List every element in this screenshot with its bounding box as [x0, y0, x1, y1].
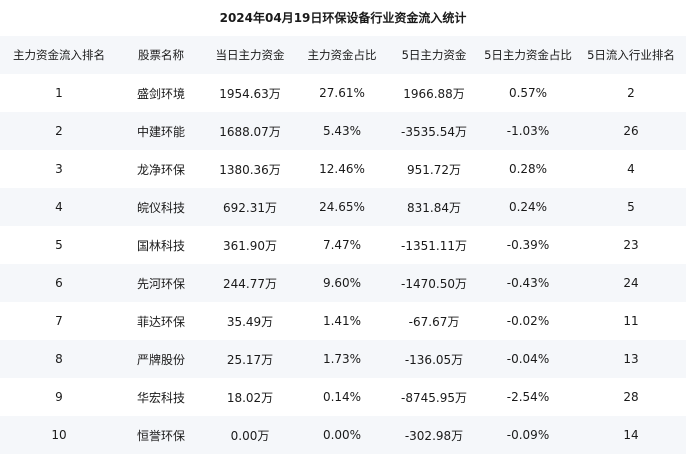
cell-5day-industry-rank: 4 [627, 162, 635, 176]
cell-rank: 8 [55, 352, 63, 366]
cell-5day-industry-rank: 11 [623, 314, 639, 328]
table-row: 9 华宏科技 18.02万 0.14% -8745.95万 -2.54% 28 [0, 378, 686, 416]
cell-5day-industry-rank: 24 [623, 276, 639, 290]
table-row: 5 国林科技 361.90万 7.47% -1351.11万 -0.39% 23 [0, 226, 686, 264]
cell-rank: 9 [55, 390, 63, 404]
column-header-5day-industry-rank: 5日流入行业排名 [587, 48, 675, 62]
cell-main-funds-ratio: 1.41% [322, 314, 362, 328]
cell-stock-name: 菲达环保 [136, 314, 185, 329]
cell-5day-industry-rank: 13 [623, 352, 639, 366]
column-header-main-funds-ratio: 主力资金占比 [307, 48, 377, 62]
cell-main-funds-ratio: 0.14% [322, 390, 362, 404]
cell-rank: 2 [55, 124, 63, 138]
cell-main-funds-ratio: 1.73% [322, 352, 362, 366]
table-row: 4 皖仪科技 692.31万 24.65% 831.84万 0.24% 5 [0, 188, 686, 226]
column-header-rank: 主力资金流入排名 [13, 48, 105, 62]
table-row: 1 盛剑环境 1954.63万 27.61% 1966.88万 0.57% 2 [0, 74, 686, 112]
cell-stock-name: 严牌股份 [136, 352, 185, 367]
cell-5day-industry-rank: 28 [623, 390, 639, 404]
cell-5day-main-funds: -136.05万 [404, 352, 464, 367]
table-header-row: 主力资金流入排名 股票名称 当日主力资金 主力资金占比 5日主力资金 5日主力资… [0, 36, 686, 74]
cell-daily-main-funds: 692.31万 [223, 200, 277, 215]
cell-rank: 4 [55, 200, 63, 214]
cell-daily-main-funds: 1380.36万 [219, 162, 281, 177]
cell-5day-industry-rank: 23 [623, 238, 639, 252]
cell-5day-industry-rank: 2 [627, 86, 635, 100]
cell-main-funds-ratio: 12.46% [319, 162, 365, 176]
cell-stock-name: 皖仪科技 [136, 200, 185, 215]
cell-5day-main-funds-ratio: 0.24% [508, 200, 548, 214]
cell-main-funds-ratio: 24.65% [319, 200, 365, 214]
column-header-5day-main-funds: 5日主力资金 [401, 48, 467, 62]
cell-5day-main-funds: -302.98万 [404, 428, 464, 443]
column-header-5day-main-funds-ratio: 5日主力资金占比 [484, 48, 572, 62]
cell-daily-main-funds: 1688.07万 [219, 124, 281, 139]
cell-stock-name: 国林科技 [136, 238, 185, 253]
cell-5day-main-funds: -3535.54万 [401, 124, 467, 139]
cell-stock-name: 华宏科技 [136, 390, 185, 405]
cell-5day-main-funds: -8745.95万 [401, 390, 467, 405]
cell-rank: 5 [55, 238, 63, 252]
cell-daily-main-funds: 0.00万 [230, 428, 270, 443]
cell-daily-main-funds: 35.49万 [226, 314, 274, 329]
cell-5day-main-funds-ratio: -0.39% [506, 238, 550, 252]
cell-stock-name: 龙净环保 [136, 162, 185, 177]
table-row: 7 菲达环保 35.49万 1.41% -67.67万 -0.02% 11 [0, 302, 686, 340]
page-title: 2024年04月19日环保设备行业资金流入统计 [219, 11, 467, 25]
cell-main-funds-ratio: 27.61% [319, 86, 365, 100]
cell-5day-main-funds-ratio: 0.28% [508, 162, 548, 176]
cell-daily-main-funds: 1954.63万 [219, 86, 281, 101]
cell-5day-main-funds-ratio: -0.04% [506, 352, 550, 366]
table-row: 8 严牌股份 25.17万 1.73% -136.05万 -0.04% 13 [0, 340, 686, 378]
cell-main-funds-ratio: 7.47% [322, 238, 362, 252]
cell-5day-main-funds: -1470.50万 [401, 276, 467, 291]
table-row: 6 先河环保 244.77万 9.60% -1470.50万 -0.43% 24 [0, 264, 686, 302]
cell-5day-main-funds: 831.84万 [407, 200, 461, 215]
cell-rank: 6 [55, 276, 63, 290]
cell-rank: 3 [55, 162, 63, 176]
table-row: 3 龙净环保 1380.36万 12.46% 951.72万 0.28% 4 [0, 150, 686, 188]
cell-rank: 1 [55, 86, 63, 100]
cell-5day-main-funds-ratio: 0.57% [508, 86, 548, 100]
cell-stock-name: 先河环保 [136, 276, 185, 291]
cell-daily-main-funds: 25.17万 [226, 352, 274, 367]
cell-daily-main-funds: 18.02万 [226, 390, 274, 405]
cell-5day-main-funds: -1351.11万 [401, 238, 467, 253]
cell-rank: 10 [51, 428, 67, 442]
cell-5day-main-funds-ratio: -2.54% [506, 390, 550, 404]
cell-5day-industry-rank: 14 [623, 428, 639, 442]
table-row: 10 恒誉环保 0.00万 0.00% -302.98万 -0.09% 14 [0, 416, 686, 454]
cell-5day-main-funds: 1966.88万 [403, 86, 465, 101]
fund-flow-table: 主力资金流入排名 股票名称 当日主力资金 主力资金占比 5日主力资金 5日主力资… [0, 36, 686, 454]
cell-5day-main-funds: 951.72万 [407, 162, 461, 177]
cell-rank: 7 [55, 314, 63, 328]
cell-5day-main-funds-ratio: -1.03% [506, 124, 550, 138]
cell-stock-name: 中建环能 [136, 124, 185, 139]
cell-5day-main-funds-ratio: -0.02% [506, 314, 550, 328]
cell-5day-main-funds: -67.67万 [408, 314, 460, 329]
cell-5day-industry-rank: 5 [627, 200, 635, 214]
cell-5day-industry-rank: 26 [623, 124, 639, 138]
column-header-daily-main-funds: 当日主力资金 [215, 48, 285, 62]
cell-daily-main-funds: 244.77万 [223, 276, 277, 291]
cell-5day-main-funds-ratio: -0.09% [506, 428, 550, 442]
column-header-stock-name: 股票名称 [138, 48, 184, 62]
cell-main-funds-ratio: 0.00% [322, 428, 362, 442]
cell-stock-name: 恒誉环保 [136, 428, 185, 443]
cell-5day-main-funds-ratio: -0.43% [506, 276, 550, 290]
table-row: 2 中建环能 1688.07万 5.43% -3535.54万 -1.03% 26 [0, 112, 686, 150]
cell-main-funds-ratio: 5.43% [322, 124, 362, 138]
cell-daily-main-funds: 361.90万 [223, 238, 277, 253]
cell-stock-name: 盛剑环境 [136, 86, 185, 101]
cell-main-funds-ratio: 9.60% [322, 276, 362, 290]
